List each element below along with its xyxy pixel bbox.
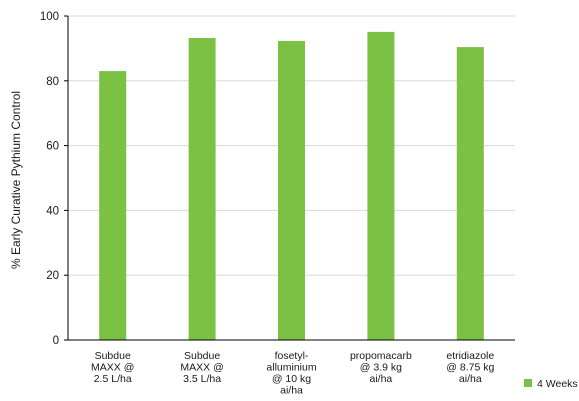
bars <box>99 31 484 341</box>
x-category-label: etridiazole @ 8.75 kg ai/ha <box>446 350 494 385</box>
x-category-label: Subdue MAXX @2.5 L/ha <box>91 350 134 385</box>
bar <box>367 31 395 340</box>
y-axis-title: % Early Curative Pythium Control <box>9 91 23 269</box>
y-tick-label: 40 <box>46 205 59 217</box>
y-tick-label: 100 <box>40 11 59 23</box>
bar <box>99 71 127 340</box>
x-axis-category-labels: Subdue MAXX @2.5 L/ha Subdue MAXX @3.5 L/ha… <box>91 350 494 397</box>
bar <box>456 47 484 340</box>
y-tick-label: 60 <box>46 141 59 153</box>
y-tick-label: 20 <box>46 270 59 282</box>
legend-swatch <box>524 379 532 387</box>
y-tick-label: 80 <box>46 76 59 88</box>
legend: 4 Weeks <box>524 378 578 390</box>
y-axis-ticks: 0 20 40 60 80 100 <box>40 11 68 347</box>
x-category-label: fosetyl-alluminium @ 10 kg ai/ha <box>266 350 316 397</box>
y-tick-label: 0 <box>53 335 59 347</box>
x-category-label: propomacarb @ 3.9 kg ai/ha <box>350 350 412 385</box>
bar <box>278 40 305 341</box>
bar <box>188 38 216 340</box>
legend-label: 4 Weeks <box>537 378 578 390</box>
x-category-label: Subdue MAXX @3.5 L/ha <box>180 350 223 385</box>
